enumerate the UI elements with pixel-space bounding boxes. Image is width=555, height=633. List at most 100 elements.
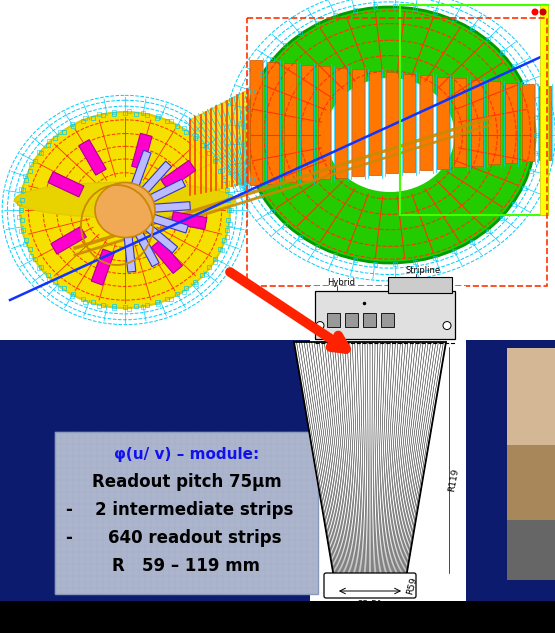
- Text: Hybrid: Hybrid: [327, 278, 355, 287]
- Bar: [184, 287, 188, 291]
- Bar: [500, 216, 504, 220]
- FancyBboxPatch shape: [79, 140, 106, 175]
- Bar: [175, 292, 179, 296]
- Bar: [352, 258, 356, 263]
- Bar: [0, 601, 555, 633]
- Bar: [245, 106, 249, 110]
- Circle shape: [443, 322, 451, 330]
- Bar: [310, 286, 466, 603]
- Bar: [184, 130, 188, 134]
- Bar: [282, 223, 286, 227]
- Bar: [124, 235, 136, 272]
- Bar: [213, 256, 217, 261]
- Bar: [486, 37, 490, 41]
- Bar: [135, 231, 159, 266]
- Bar: [58, 286, 62, 290]
- Bar: [37, 150, 41, 154]
- Bar: [540, 5, 548, 215]
- Bar: [220, 168, 224, 172]
- Bar: [175, 124, 179, 128]
- Bar: [19, 187, 23, 191]
- Bar: [225, 180, 229, 185]
- Bar: [23, 242, 27, 246]
- Bar: [522, 84, 534, 161]
- Bar: [228, 194, 232, 198]
- Bar: [529, 168, 533, 173]
- Bar: [204, 272, 208, 275]
- Bar: [400, 5, 548, 215]
- Bar: [194, 134, 198, 139]
- Bar: [53, 136, 58, 140]
- Bar: [298, 235, 302, 239]
- Bar: [145, 303, 149, 307]
- Ellipse shape: [95, 182, 155, 237]
- Bar: [452, 17, 456, 21]
- Bar: [333, 13, 337, 17]
- Bar: [488, 81, 500, 164]
- Bar: [471, 80, 483, 165]
- Bar: [169, 119, 174, 123]
- FancyBboxPatch shape: [132, 134, 152, 169]
- Bar: [259, 72, 263, 77]
- Circle shape: [532, 8, 538, 15]
- Bar: [220, 248, 224, 253]
- Text: Stripline: Stripline: [406, 266, 441, 275]
- Text: Readout pitch 75μm: Readout pitch 75μm: [92, 473, 281, 491]
- Bar: [165, 297, 169, 301]
- Bar: [352, 8, 356, 11]
- Bar: [507, 446, 555, 520]
- Bar: [420, 75, 432, 170]
- Bar: [242, 124, 246, 128]
- Ellipse shape: [15, 182, 235, 218]
- Bar: [102, 303, 105, 307]
- Bar: [345, 313, 358, 327]
- Bar: [318, 66, 330, 179]
- Bar: [102, 113, 105, 117]
- Bar: [301, 65, 313, 180]
- Bar: [97, 112, 102, 116]
- Bar: [218, 168, 222, 173]
- Bar: [194, 282, 198, 285]
- FancyBboxPatch shape: [48, 172, 84, 197]
- Bar: [62, 287, 66, 291]
- Bar: [529, 97, 533, 101]
- Bar: [470, 240, 474, 244]
- Bar: [507, 520, 555, 580]
- Bar: [403, 73, 415, 172]
- Bar: [452, 249, 456, 253]
- Bar: [46, 143, 50, 147]
- Bar: [142, 111, 145, 115]
- Bar: [247, 18, 547, 286]
- Bar: [335, 68, 347, 177]
- Bar: [28, 248, 32, 251]
- Ellipse shape: [326, 78, 454, 191]
- Bar: [225, 228, 229, 232]
- Bar: [381, 313, 394, 327]
- Bar: [47, 139, 51, 143]
- Bar: [21, 188, 26, 192]
- Bar: [437, 77, 449, 168]
- Bar: [55, 432, 318, 594]
- Bar: [19, 208, 23, 212]
- FancyBboxPatch shape: [161, 161, 196, 190]
- FancyBboxPatch shape: [171, 211, 207, 229]
- Text: -: -: [65, 501, 73, 519]
- Text: φ(u/ v) – module:: φ(u/ v) – module:: [114, 446, 259, 461]
- Polygon shape: [294, 342, 446, 578]
- Bar: [213, 260, 217, 265]
- Bar: [533, 151, 537, 155]
- Bar: [522, 185, 526, 189]
- Bar: [333, 253, 337, 257]
- FancyBboxPatch shape: [324, 573, 416, 598]
- Bar: [58, 130, 62, 134]
- Bar: [112, 110, 116, 113]
- Bar: [70, 122, 74, 126]
- Bar: [388, 277, 452, 293]
- Bar: [156, 114, 160, 118]
- Bar: [53, 280, 58, 284]
- Bar: [522, 80, 526, 84]
- Bar: [478, 340, 507, 588]
- Bar: [134, 304, 138, 308]
- Bar: [454, 78, 466, 167]
- Bar: [193, 136, 196, 140]
